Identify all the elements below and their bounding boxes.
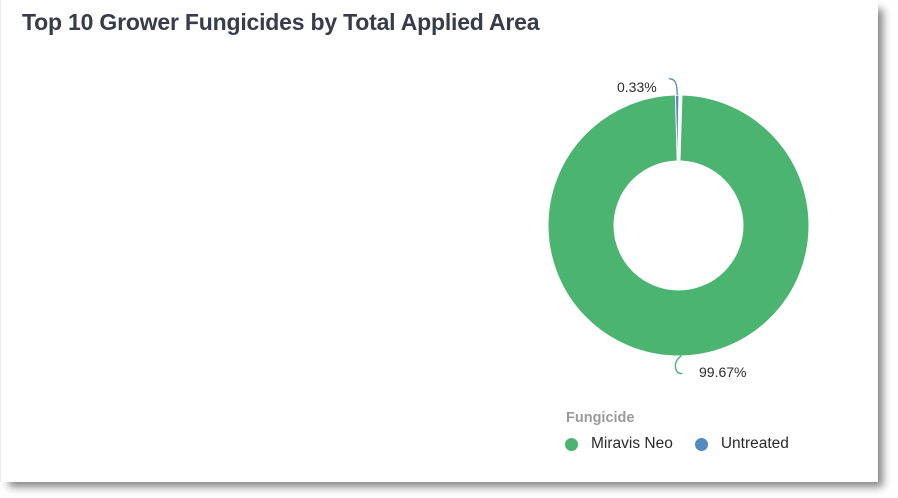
legend-swatch-untreated-icon [694,437,708,451]
legend-item-untreated[interactable]: Untreated [694,435,789,453]
leader-line-miravis-neo [674,355,683,375]
legend-label-miravis-neo: Miravis Neo [591,435,673,452]
slice-miravis-neo[interactable] [548,95,809,356]
leader-line-untreated [668,78,678,96]
legend-swatch-miravis-neo-icon [565,437,578,451]
legend-item-miravis-neo[interactable]: Miravis Neo [565,435,673,453]
data-label-untreated: 0.33% [617,79,657,95]
slice-untreated[interactable] [675,95,679,151]
legend-items: Miravis Neo Untreated [565,435,789,453]
legend: Fungicide Miravis Neo Untreated [565,410,789,453]
data-label-miravis-neo: 99.67% [699,364,747,380]
donut-chart [548,78,809,375]
chart-card: Top 10 Grower Fungicides by Total Applie… [0,0,809,482]
legend-label-untreated: Untreated [720,435,789,452]
legend-title: Fungicide [566,410,635,426]
chart-title: Top 10 Grower Fungicides by Total Applie… [22,9,540,35]
